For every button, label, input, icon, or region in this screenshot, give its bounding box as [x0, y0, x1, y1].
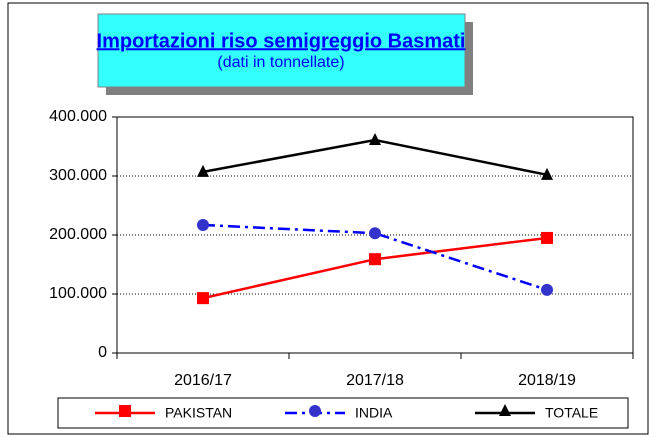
chart-subtitle: (dati in tonnellate): [217, 54, 344, 71]
marker: [369, 253, 381, 266]
marker: [197, 292, 209, 305]
chart-title: Importazioni riso semigreggio Basmati: [97, 30, 466, 52]
marker: [369, 227, 381, 240]
y-tick-label: 400.000: [49, 108, 107, 125]
marker: [197, 164, 209, 177]
x-tick-label: 2018/19: [518, 372, 576, 389]
marker: [369, 133, 381, 146]
marker: [119, 405, 131, 417]
y-tick-label: 100.000: [49, 285, 107, 302]
series-line: [202, 223, 548, 292]
x-tick-label: 2017/18: [346, 372, 404, 389]
legend-label: TOTALE: [545, 405, 598, 421]
legend-label: INDIA: [355, 405, 393, 421]
marker: [541, 231, 553, 244]
marker: [499, 404, 511, 416]
marker: [309, 405, 321, 417]
marker: [541, 167, 553, 180]
marker: [197, 218, 209, 231]
y-tick-label: 300.000: [49, 167, 107, 184]
plot-area: [116, 116, 634, 354]
y-tick-label: 200.000: [49, 226, 107, 243]
title-box: [97, 13, 466, 88]
x-tick-label: 2016/17: [174, 372, 232, 389]
marker: [541, 283, 553, 296]
legend-label: PAKISTAN: [165, 405, 232, 421]
y-tick-label: 0: [98, 344, 107, 361]
